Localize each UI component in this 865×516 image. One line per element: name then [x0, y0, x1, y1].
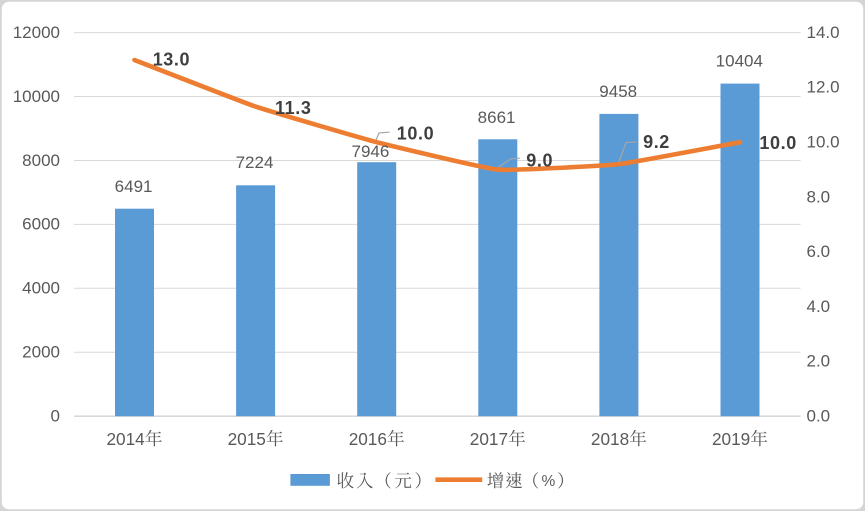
svg-text:2015: 2015	[228, 429, 266, 449]
svg-text:%: %	[542, 473, 556, 490]
svg-text:12.0: 12.0	[807, 78, 840, 97]
svg-text:7946: 7946	[351, 142, 389, 161]
svg-text:13.0: 13.0	[153, 49, 190, 69]
svg-text:14.0: 14.0	[807, 23, 840, 42]
svg-text:2017: 2017	[470, 429, 508, 449]
svg-text:2014: 2014	[107, 429, 146, 449]
svg-text:2000: 2000	[22, 343, 60, 362]
svg-text:6.0: 6.0	[807, 242, 831, 261]
svg-text:2019: 2019	[712, 429, 750, 449]
svg-text:2018: 2018	[591, 429, 629, 449]
svg-text:6000: 6000	[22, 215, 60, 234]
svg-text:0.0: 0.0	[807, 407, 831, 426]
svg-text:8000: 8000	[22, 151, 60, 170]
svg-text:4.0: 4.0	[807, 297, 831, 316]
svg-text:10000: 10000	[13, 87, 60, 106]
svg-text:9.2: 9.2	[643, 132, 670, 152]
svg-text:12000: 12000	[13, 23, 60, 42]
svg-text:8.0: 8.0	[807, 187, 831, 206]
svg-text:8661: 8661	[478, 108, 516, 127]
svg-text:10.0: 10.0	[397, 123, 434, 143]
svg-text:4000: 4000	[22, 279, 60, 298]
svg-text:9.0: 9.0	[526, 150, 553, 170]
svg-text:2.0: 2.0	[807, 352, 831, 371]
svg-text:9458: 9458	[599, 82, 637, 101]
svg-text:0: 0	[51, 407, 60, 426]
svg-text:11.3: 11.3	[275, 98, 311, 118]
svg-text:7224: 7224	[236, 153, 274, 172]
svg-text:10.0: 10.0	[759, 133, 796, 153]
svg-text:10404: 10404	[716, 52, 763, 71]
svg-text:2016: 2016	[349, 429, 387, 449]
svg-text:6491: 6491	[115, 177, 153, 196]
svg-text:10.0: 10.0	[807, 133, 840, 152]
